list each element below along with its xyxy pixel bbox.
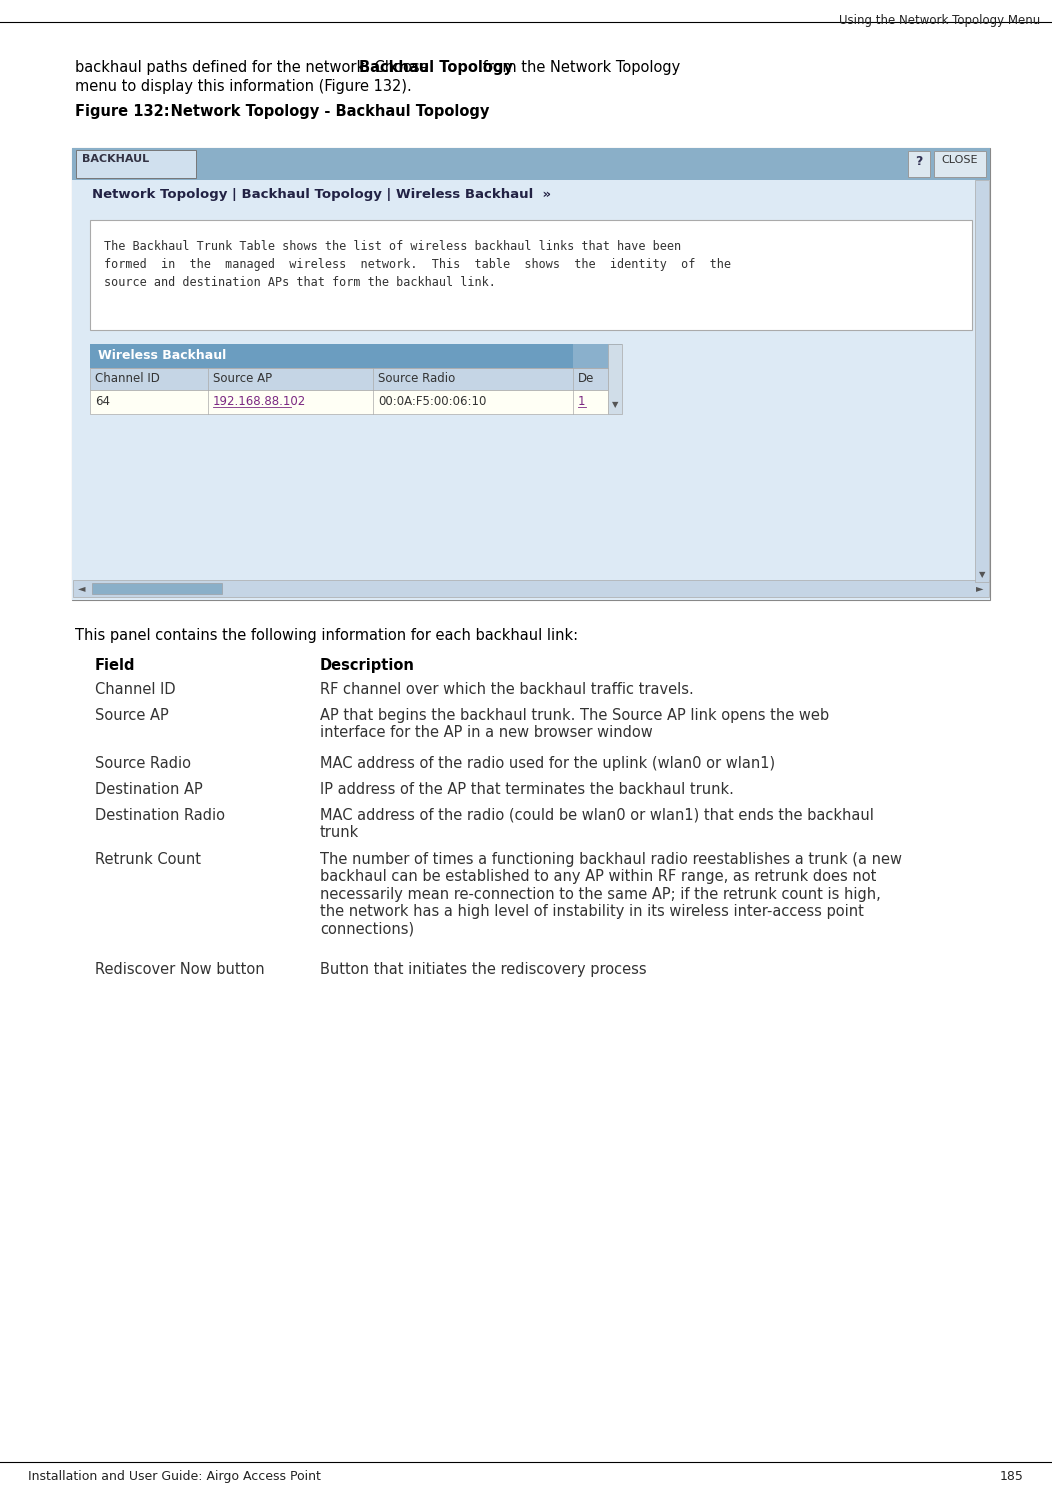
Text: Wireless Backhaul: Wireless Backhaul <box>98 349 226 363</box>
Text: ▼: ▼ <box>978 570 986 579</box>
Text: Network Topology | Backhaul Topology | Wireless Backhaul  »: Network Topology | Backhaul Topology | W… <box>92 188 551 201</box>
Bar <box>72 148 990 181</box>
Text: Channel ID: Channel ID <box>95 682 176 697</box>
Bar <box>573 345 622 369</box>
Text: formed  in  the  managed  wireless  network.  This  table  shows  the  identity : formed in the managed wireless network. … <box>104 258 731 272</box>
Text: IP address of the AP that terminates the backhaul trunk.: IP address of the AP that terminates the… <box>320 782 734 797</box>
Text: Retrunk Count: Retrunk Count <box>95 852 201 867</box>
Text: Destination Radio: Destination Radio <box>95 809 225 824</box>
Text: menu to display this information (Figure 132).: menu to display this information (Figure… <box>75 79 411 94</box>
Text: from the Network Topology: from the Network Topology <box>479 60 681 75</box>
Text: 00:0A:F5:00:06:10: 00:0A:F5:00:06:10 <box>378 395 486 407</box>
Text: 185: 185 <box>1000 1470 1024 1483</box>
Text: Destination AP: Destination AP <box>95 782 203 797</box>
Bar <box>908 151 930 178</box>
Text: RF channel over which the backhaul traffic travels.: RF channel over which the backhaul traff… <box>320 682 693 697</box>
Text: ◄: ◄ <box>78 583 86 592</box>
Bar <box>90 219 972 330</box>
Text: De: De <box>578 372 594 385</box>
Text: source and destination APs that form the backhaul link.: source and destination APs that form the… <box>104 276 495 289</box>
Text: Button that initiates the rediscovery process: Button that initiates the rediscovery pr… <box>320 962 647 977</box>
Text: Rediscover Now button: Rediscover Now button <box>95 962 265 977</box>
Text: MAC address of the radio (could be wlan0 or wlan1) that ends the backhaul
trunk: MAC address of the radio (could be wlan0… <box>320 809 874 840</box>
Text: Source Radio: Source Radio <box>95 756 191 771</box>
Bar <box>934 151 986 178</box>
Text: Source Radio: Source Radio <box>378 372 456 385</box>
Text: This panel contains the following information for each backhaul link:: This panel contains the following inform… <box>75 628 579 643</box>
Text: ►: ► <box>976 583 984 592</box>
Text: backhaul paths defined for the network. Choose: backhaul paths defined for the network. … <box>75 60 433 75</box>
Text: The number of times a functioning backhaul radio reestablishes a trunk (a new
ba: The number of times a functioning backha… <box>320 852 902 937</box>
Text: Network Topology - Backhaul Topology: Network Topology - Backhaul Topology <box>150 104 489 119</box>
Text: 1: 1 <box>578 395 586 407</box>
Text: Using the Network Topology Menu: Using the Network Topology Menu <box>838 13 1040 27</box>
Bar <box>76 151 196 178</box>
Text: Installation and User Guide: Airgo Access Point: Installation and User Guide: Airgo Acces… <box>28 1470 321 1483</box>
Text: AP that begins the backhaul trunk. The Source AP link opens the web
interface fo: AP that begins the backhaul trunk. The S… <box>320 709 829 740</box>
Text: Figure 132:: Figure 132: <box>75 104 169 119</box>
Text: ?: ? <box>915 155 923 169</box>
Bar <box>92 583 222 594</box>
Bar <box>72 148 990 600</box>
Text: ▼: ▼ <box>612 400 619 409</box>
Text: BACKHAUL: BACKHAUL <box>82 154 149 164</box>
Bar <box>90 389 608 413</box>
Text: The Backhaul Trunk Table shows the list of wireless backhaul links that have bee: The Backhaul Trunk Table shows the list … <box>104 240 681 254</box>
Text: 192.168.88.102: 192.168.88.102 <box>213 395 306 407</box>
Bar <box>608 345 622 413</box>
Text: Field: Field <box>95 658 136 673</box>
Text: MAC address of the radio used for the uplink (wlan0 or wlan1): MAC address of the radio used for the up… <box>320 756 775 771</box>
Text: Backhaul Topology: Backhaul Topology <box>360 60 513 75</box>
Text: 64: 64 <box>95 395 110 407</box>
Bar <box>90 369 608 389</box>
Text: Description: Description <box>320 658 414 673</box>
Text: Channel ID: Channel ID <box>95 372 160 385</box>
Bar <box>90 345 573 369</box>
Bar <box>73 580 989 597</box>
Text: Source AP: Source AP <box>95 709 168 724</box>
Bar <box>72 181 990 600</box>
Text: CLOSE: CLOSE <box>942 155 978 166</box>
Bar <box>975 181 989 582</box>
Text: Source AP: Source AP <box>213 372 272 385</box>
